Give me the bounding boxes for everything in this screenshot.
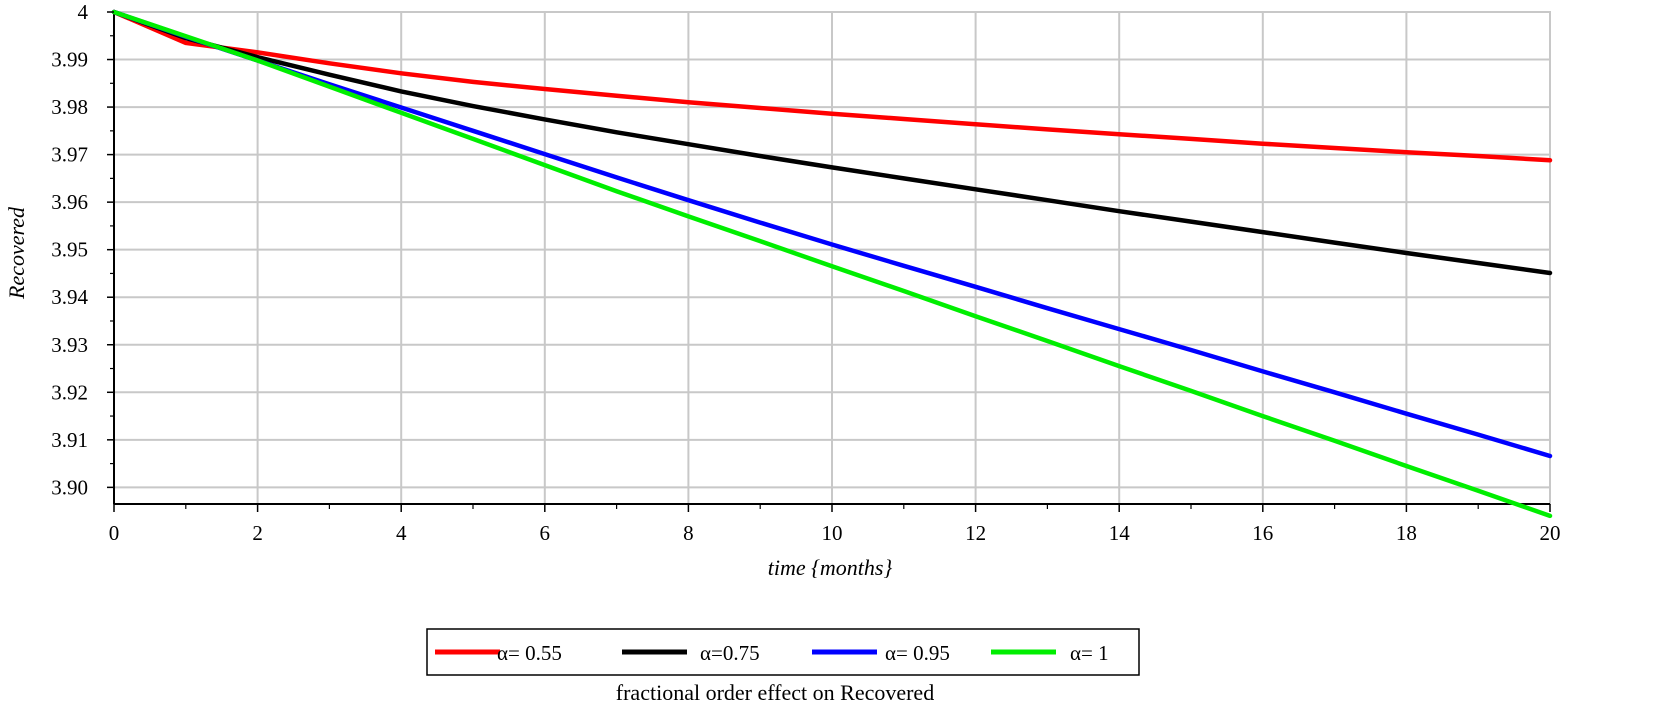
grid [113, 11, 1551, 505]
x-tick-label: 4 [396, 521, 407, 545]
x-tick-label: 0 [109, 521, 120, 545]
x-tick-label: 6 [540, 521, 551, 545]
series-line-3 [111, 9, 1553, 459]
x-tick-label: 12 [965, 521, 986, 545]
y-tick-label: 3.99 [51, 48, 88, 72]
legend-label-2: α=0.75 [700, 641, 760, 665]
y-tick-label: 4 [78, 0, 89, 24]
x-tick-label: 10 [822, 521, 843, 545]
x-axis-label: time {months} [768, 555, 893, 580]
x-tick-label: 20 [1540, 521, 1561, 545]
y-tick-label: 3.96 [51, 190, 88, 214]
y-tick-label: 3.98 [51, 95, 88, 119]
y-tick-label: 3.91 [51, 428, 88, 452]
legend-label-1: α= 0.55 [497, 641, 562, 665]
legend: α= 0.55 α=0.75 α= 0.95 α= 1 [426, 628, 1140, 676]
x-tick-label: 18 [1396, 521, 1417, 545]
legend-items: α= 0.55 α=0.75 α= 0.95 α= 1 [435, 641, 1109, 665]
ticks: 0 2 4 6 8 10 12 14 16 18 20 4 3.99 3.98 3.97 3.96 3.95 3.… [51, 0, 1560, 545]
legend-label-4: α= 1 [1070, 641, 1109, 665]
x-tick-label: 2 [252, 521, 263, 545]
series-line-2 [111, 9, 1553, 276]
series-line-4 [111, 9, 1553, 519]
x-tick-label: 8 [683, 521, 694, 545]
y-tick-label: 3.92 [51, 380, 88, 404]
x-tick-label: 16 [1252, 521, 1273, 545]
y-tick-label: 3.97 [51, 143, 88, 167]
series-layer [111, 9, 1553, 519]
y-axis-label: Recovered [4, 206, 29, 300]
chart-caption: fractional order effect on Recovered [616, 680, 934, 705]
y-tick-label: 3.93 [51, 333, 88, 357]
y-tick-label: 3.90 [51, 475, 88, 499]
y-tick-label: 3.95 [51, 238, 88, 262]
series-line-1 [111, 9, 1553, 163]
y-tick-label: 3.94 [51, 285, 88, 309]
legend-label-3: α= 0.95 [885, 641, 950, 665]
x-tick-label: 14 [1109, 521, 1131, 545]
